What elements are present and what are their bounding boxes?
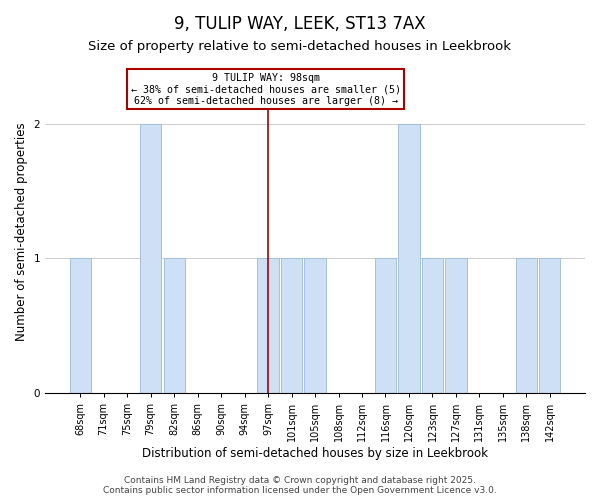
Bar (445, 258, 467, 393)
Text: Contains HM Land Registry data © Crown copyright and database right 2025.
Contai: Contains HM Land Registry data © Crown c… (103, 476, 497, 495)
Bar (539, 258, 560, 393)
Bar (304, 258, 326, 393)
Bar (140, 124, 161, 393)
X-axis label: Distribution of semi-detached houses by size in Leekbrook: Distribution of semi-detached houses by … (142, 447, 488, 460)
Bar (516, 258, 537, 393)
Text: 9 TULIP WAY: 98sqm
← 38% of semi-detached houses are smaller (5)
62% of semi-det: 9 TULIP WAY: 98sqm ← 38% of semi-detache… (131, 72, 401, 106)
Bar (375, 258, 396, 393)
Y-axis label: Number of semi-detached properties: Number of semi-detached properties (15, 122, 28, 341)
Bar (164, 258, 185, 393)
Bar (422, 258, 443, 393)
Text: Size of property relative to semi-detached houses in Leekbrook: Size of property relative to semi-detach… (89, 40, 511, 53)
Text: 9, TULIP WAY, LEEK, ST13 7AX: 9, TULIP WAY, LEEK, ST13 7AX (174, 15, 426, 33)
Bar (281, 258, 302, 393)
Bar (70, 258, 91, 393)
Bar (257, 258, 278, 393)
Bar (398, 124, 419, 393)
